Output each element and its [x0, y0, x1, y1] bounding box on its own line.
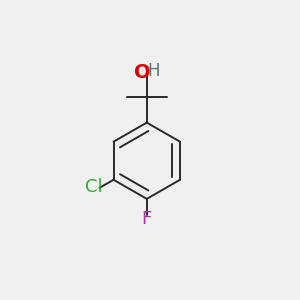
Text: F: F: [142, 210, 152, 228]
Text: Cl: Cl: [85, 178, 103, 196]
Text: O: O: [134, 64, 151, 83]
Text: H: H: [148, 62, 160, 80]
